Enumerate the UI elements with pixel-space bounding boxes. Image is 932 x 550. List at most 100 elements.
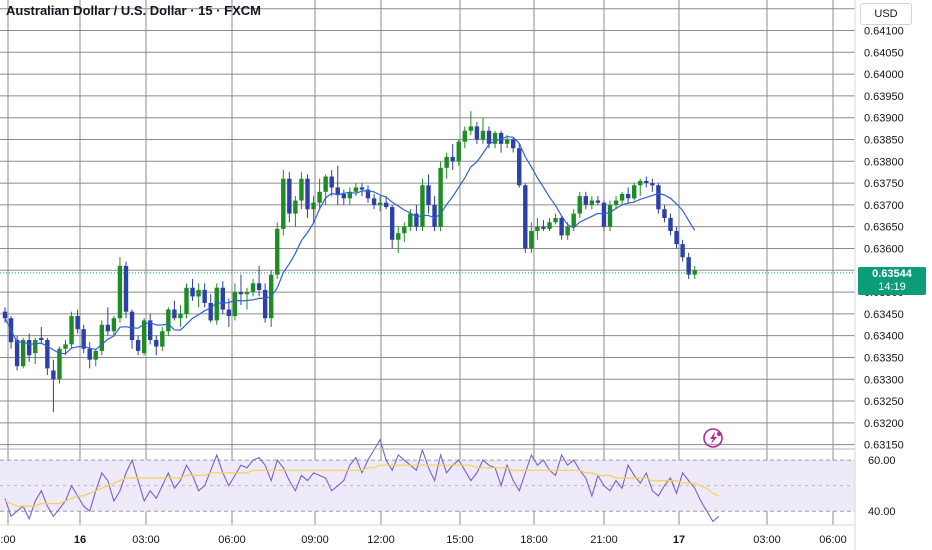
candle-up[interactable] [504, 135, 510, 149]
price-axis-label[interactable]: 0.63700 [864, 200, 904, 212]
time-axis-labels[interactable]: :00 16 03:00 06:00 09:00 12:00 15:00 18:00 21:00… [0, 534, 846, 546]
price-axis-label[interactable]: 0.63950 [864, 91, 904, 103]
candle-down[interactable] [129, 309, 135, 349]
candle-up[interactable] [214, 283, 219, 325]
candle-up[interactable] [293, 196, 298, 227]
candle-down[interactable] [256, 265, 262, 297]
candle-down[interactable] [123, 261, 129, 319]
candle-up[interactable] [99, 320, 104, 356]
currency-selector[interactable]: USD [860, 3, 912, 25]
candle-up[interactable] [632, 183, 637, 201]
candle-up[interactable] [492, 130, 498, 149]
candle-down[interactable] [365, 185, 371, 203]
candle-up[interactable] [613, 196, 619, 210]
candle-down[interactable] [172, 300, 177, 321]
time-axis-label[interactable]: 06:00 [819, 534, 847, 546]
price-axis-label[interactable]: 0.63600 [864, 243, 904, 255]
candle-down[interactable] [335, 165, 340, 205]
candle-up[interactable] [638, 178, 643, 197]
candle-up[interactable] [377, 196, 383, 212]
price-axis-label[interactable]: 0.64100 [864, 26, 904, 38]
candle-down[interactable] [674, 226, 679, 249]
candle-up[interactable] [160, 326, 165, 351]
candle-up[interactable] [438, 161, 443, 232]
candle-down[interactable] [511, 137, 516, 153]
time-axis-label[interactable]: 21:00 [590, 534, 618, 546]
candle-up[interactable] [353, 183, 359, 197]
candle-down[interactable] [359, 183, 365, 197]
candle-up[interactable] [692, 265, 697, 279]
time-axis-label[interactable]: 03:00 [132, 534, 160, 546]
candle-up[interactable] [20, 337, 26, 369]
candle-up[interactable] [577, 191, 582, 218]
candle-up[interactable] [535, 217, 540, 240]
candle-down[interactable] [220, 281, 225, 314]
candle-up[interactable] [607, 200, 613, 232]
price-axis-label[interactable]: 0.63750 [864, 178, 904, 190]
candle-down[interactable] [2, 307, 8, 323]
candle-down[interactable] [81, 324, 86, 354]
candle-down[interactable] [87, 342, 92, 369]
candle-up[interactable] [317, 178, 322, 210]
candle-down[interactable] [650, 178, 655, 192]
candle-down[interactable] [341, 189, 346, 205]
candle-down[interactable] [450, 143, 455, 171]
candle-up[interactable] [299, 172, 304, 210]
candle-down[interactable] [148, 313, 153, 345]
time-axis-label[interactable]: :00 [0, 534, 15, 546]
candle-down[interactable] [656, 183, 661, 214]
candle-up[interactable] [311, 196, 316, 223]
time-axis-label[interactable]: 15:00 [446, 534, 474, 546]
candle-down[interactable] [686, 252, 691, 279]
price-axis-label[interactable]: 0.63800 [864, 156, 904, 168]
time-axis-label[interactable]: 16 [74, 534, 86, 546]
candle-down[interactable] [662, 204, 667, 223]
candle-down[interactable] [668, 213, 673, 236]
candle-up[interactable] [184, 283, 189, 319]
time-axis-label[interactable]: 18:00 [520, 534, 548, 546]
candle-down[interactable] [625, 187, 631, 203]
candle-up[interactable] [93, 348, 98, 367]
candle-down[interactable] [414, 204, 419, 232]
candle-up[interactable] [166, 307, 171, 336]
candle-up[interactable] [111, 316, 117, 336]
candle-up[interactable] [275, 222, 280, 279]
candle-down[interactable] [329, 170, 334, 197]
candle-down[interactable] [190, 278, 195, 301]
price-axis-label[interactable]: 0.63450 [864, 309, 904, 321]
candle-down[interactable] [27, 333, 32, 362]
candle-down[interactable] [238, 274, 244, 306]
candle-up[interactable] [250, 278, 256, 297]
candle-up[interactable] [396, 226, 401, 253]
price-axis-label[interactable]: 0.63300 [864, 374, 904, 386]
price-axis-label[interactable]: 0.63200 [864, 418, 904, 430]
candle-down[interactable] [680, 239, 685, 262]
candle-up[interactable] [619, 191, 625, 205]
price-axis-labels[interactable]: 0.63150 0.63200 0.63250 0.63300 0.63350 0.634… [864, 4, 904, 452]
candle-down[interactable] [644, 176, 649, 188]
price-axis-label[interactable]: 0.63250 [864, 396, 904, 408]
candle-up[interactable] [553, 213, 558, 225]
candle-down[interactable] [262, 283, 268, 323]
candle-down[interactable] [390, 204, 395, 249]
candle-up[interactable] [33, 337, 38, 364]
candle-down[interactable] [517, 143, 522, 188]
price-axis-label[interactable]: 0.63850 [864, 134, 904, 146]
candle-up[interactable] [117, 257, 123, 323]
price-axis-label[interactable]: 0.64000 [864, 69, 904, 81]
candle-down[interactable] [559, 215, 564, 240]
candle-down[interactable] [154, 335, 159, 356]
candle-up[interactable] [468, 111, 474, 136]
candle-down[interactable] [426, 174, 431, 214]
candle-up[interactable] [323, 174, 328, 205]
candle-down[interactable] [432, 196, 437, 232]
candle-down[interactable] [135, 335, 141, 356]
candle-down[interactable] [39, 326, 44, 345]
time-axis-label[interactable]: 03:00 [753, 534, 781, 546]
candle-down[interactable] [474, 122, 480, 144]
time-axis-label[interactable]: 17 [673, 534, 685, 546]
price-axis-label[interactable]: 0.63400 [864, 331, 904, 343]
candle-up[interactable] [69, 311, 74, 349]
candle-down[interactable] [202, 283, 207, 308]
candle-up[interactable] [420, 178, 425, 232]
